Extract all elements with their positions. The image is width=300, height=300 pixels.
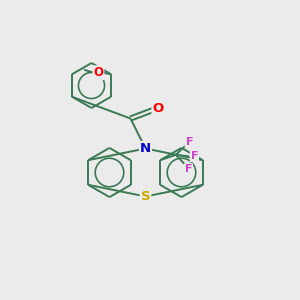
Text: O: O: [152, 101, 164, 115]
Text: S: S: [141, 190, 150, 203]
Text: F: F: [184, 164, 192, 174]
Text: N: N: [140, 142, 151, 155]
Text: F: F: [185, 137, 193, 147]
Text: F: F: [190, 151, 198, 161]
Text: O: O: [93, 66, 103, 79]
